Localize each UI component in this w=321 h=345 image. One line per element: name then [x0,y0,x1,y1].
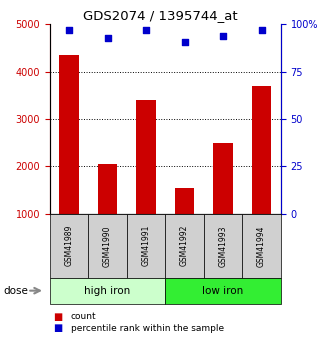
Bar [213,143,233,214]
Point [143,27,149,32]
Text: GSM41991: GSM41991 [142,225,151,266]
Text: GSM41989: GSM41989 [65,225,74,266]
Text: GSM41993: GSM41993 [219,225,228,267]
Text: high iron: high iron [84,286,131,296]
Text: ■: ■ [53,312,62,322]
Bar [252,86,271,214]
Text: count: count [71,312,96,321]
Point [66,27,72,32]
Point [259,27,264,32]
Bar [136,100,156,214]
Bar [98,164,117,214]
Text: GSM41994: GSM41994 [257,225,266,267]
Text: ■: ■ [53,324,62,333]
Text: GSM41990: GSM41990 [103,225,112,267]
Text: GDS2074 / 1395744_at: GDS2074 / 1395744_at [83,9,238,22]
Text: low iron: low iron [203,286,244,296]
Text: percentile rank within the sample: percentile rank within the sample [71,324,224,333]
Bar [59,55,79,214]
Text: dose: dose [3,286,28,296]
Bar [175,188,194,214]
Point [221,33,226,38]
Point [105,36,110,41]
Point [182,39,187,45]
Text: GSM41992: GSM41992 [180,225,189,266]
